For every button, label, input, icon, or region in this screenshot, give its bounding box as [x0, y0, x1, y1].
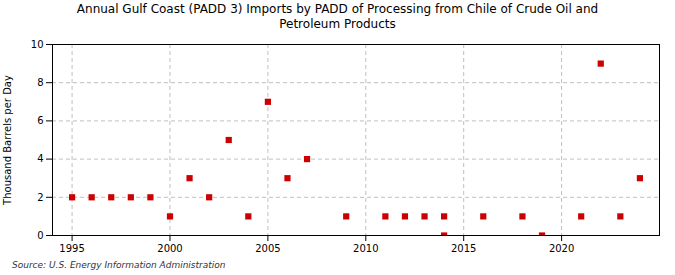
svg-text:0: 0 — [37, 230, 43, 241]
svg-text:2020: 2020 — [549, 243, 574, 254]
svg-text:2005: 2005 — [255, 243, 280, 254]
svg-text:2: 2 — [37, 192, 43, 203]
svg-text:2010: 2010 — [353, 243, 378, 254]
svg-text:1995: 1995 — [59, 243, 84, 254]
svg-text:6: 6 — [37, 115, 43, 126]
svg-text:2015: 2015 — [451, 243, 476, 254]
svg-text:10: 10 — [31, 39, 44, 50]
svg-text:4: 4 — [37, 153, 43, 164]
svg-text:8: 8 — [37, 77, 43, 88]
svg-text:Thousand Barrels per Day: Thousand Barrels per Day — [2, 75, 13, 206]
svg-text:2000: 2000 — [157, 243, 182, 254]
html-text:Source: U.S. Energy Informatio: Source: U.S. Energy Information Administ… — [12, 260, 226, 270]
html-text:Annual Gulf Coast (PADD 3) Imp: Annual Gulf Coast (PADD 3) Imports by PA… — [76, 2, 599, 31]
